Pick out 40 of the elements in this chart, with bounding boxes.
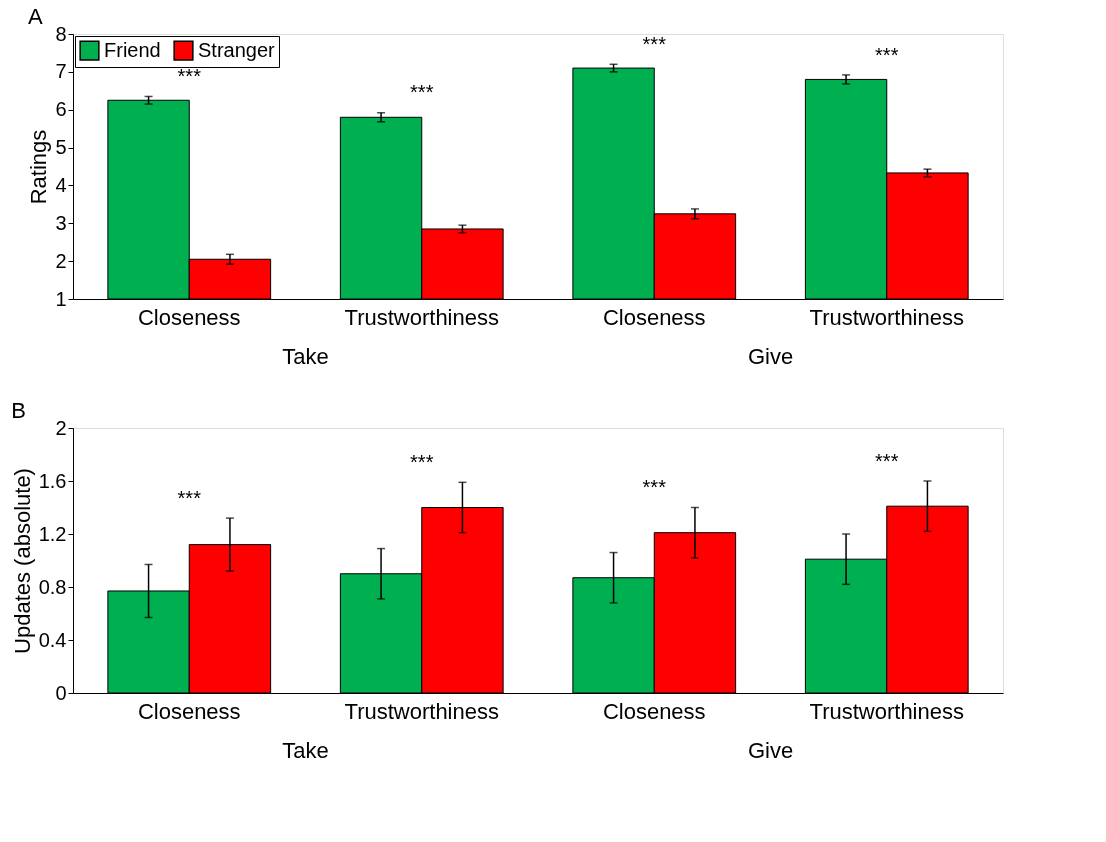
annotation: *** bbox=[875, 43, 899, 66]
y-tick-label: 4 bbox=[55, 173, 67, 196]
y-tick-label: 8 bbox=[55, 22, 67, 45]
y-tick-label: 5 bbox=[55, 136, 67, 159]
y-tick-label: 3 bbox=[55, 211, 67, 234]
text: Take bbox=[282, 738, 329, 763]
text: Take bbox=[282, 344, 329, 369]
y-tick-label: 2 bbox=[55, 249, 67, 272]
y-tick-label: 1.2 bbox=[38, 522, 67, 545]
y-tick-label: 0.8 bbox=[38, 575, 67, 598]
y-tick-label: 1 bbox=[55, 287, 67, 310]
y-tick-label: 2 bbox=[55, 416, 67, 439]
chart-title: B bbox=[11, 398, 26, 423]
y-axis-title: Updates (absolute) bbox=[9, 468, 35, 654]
y-tick-label: 0.4 bbox=[38, 628, 67, 651]
x-tick-label: Trustworthiness bbox=[809, 698, 964, 724]
annotation: *** bbox=[875, 449, 899, 472]
x-tick-label: Trustworthiness bbox=[344, 698, 499, 724]
y-tick-label: 0 bbox=[55, 681, 67, 704]
y-tick-label: 7 bbox=[55, 60, 67, 83]
y-tick-label: 6 bbox=[55, 98, 67, 121]
text: Give bbox=[747, 344, 794, 369]
y-tick-label: 1.6 bbox=[38, 469, 67, 492]
annotation: *** bbox=[642, 476, 667, 499]
annotation: *** bbox=[410, 81, 434, 104]
annotation: *** bbox=[177, 486, 202, 509]
text: Give bbox=[747, 738, 794, 763]
x-tick-label: Closeness bbox=[602, 698, 706, 724]
legend-label: Stranger bbox=[198, 38, 276, 61]
y-axis-title: Ratings bbox=[26, 129, 52, 205]
annotation: *** bbox=[410, 451, 434, 474]
x-tick-label: Trustworthiness bbox=[809, 304, 964, 330]
x-tick-label: Closeness bbox=[602, 304, 706, 330]
x-tick-label: Trustworthiness bbox=[344, 304, 499, 330]
annotation: *** bbox=[177, 65, 202, 88]
chart-title: A bbox=[27, 4, 43, 29]
annotation: *** bbox=[642, 33, 667, 56]
legend-label: Friend bbox=[104, 38, 161, 61]
x-tick-label: Closeness bbox=[137, 698, 241, 724]
x-tick-label: Closeness bbox=[137, 304, 241, 330]
